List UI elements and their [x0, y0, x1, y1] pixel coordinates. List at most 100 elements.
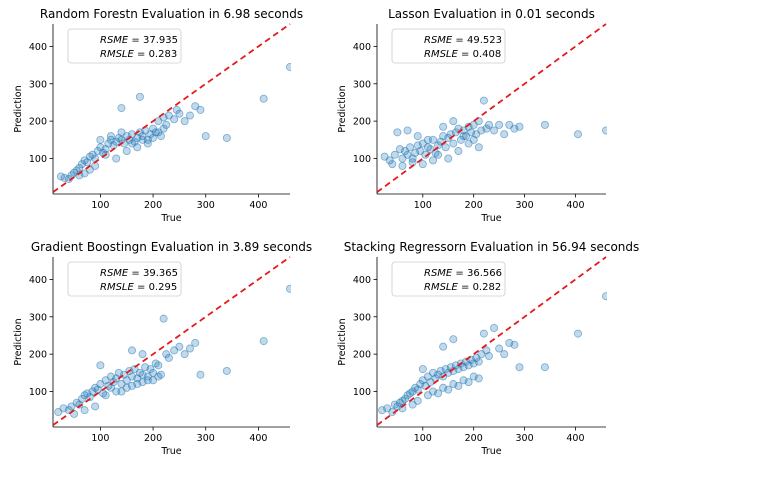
data-point: [390, 150, 399, 159]
data-point: [500, 130, 509, 139]
y-tick-label: 300: [29, 312, 47, 323]
x-tick-label: 300: [197, 433, 215, 444]
data-point: [196, 105, 205, 114]
data-point: [164, 353, 173, 362]
x-axis-label: True: [160, 446, 181, 457]
y-axis-label: Prediction: [13, 85, 24, 132]
data-point: [441, 143, 450, 152]
data-point: [91, 161, 100, 170]
data-point: [138, 350, 147, 359]
data-point: [515, 122, 524, 131]
data-point: [175, 109, 184, 118]
y-tick-label: 400: [353, 275, 371, 286]
data-point: [464, 378, 473, 387]
legend-box: [391, 28, 506, 64]
reference-line: [53, 23, 291, 193]
x-axis-label: True: [480, 213, 501, 224]
legend-box: [67, 261, 182, 297]
data-point: [444, 154, 453, 163]
data-point: [133, 380, 142, 389]
data-point: [154, 361, 163, 370]
reference-line: [377, 256, 607, 426]
subplot-4: Stacking Regressorn Evaluation in 56.94 …: [337, 240, 639, 457]
y-axis-label: Prediction: [337, 318, 348, 365]
data-point: [428, 156, 437, 165]
data-point: [185, 344, 194, 353]
data-point: [170, 115, 179, 124]
data-point: [434, 389, 443, 398]
data-point: [201, 132, 210, 141]
y-tick-label: 400: [29, 275, 47, 286]
data-point: [106, 132, 115, 141]
data-point: [418, 365, 427, 374]
scatter-points: [380, 96, 607, 170]
scatter-points: [54, 284, 291, 418]
data-point: [398, 154, 407, 163]
y-tick-label: 100: [353, 154, 371, 165]
data-point: [423, 391, 432, 400]
x-tick-label: 200: [465, 433, 483, 444]
data-point: [180, 350, 189, 359]
x-tick-label: 400: [566, 433, 584, 444]
data-point: [500, 350, 509, 359]
data-point: [474, 374, 483, 383]
data-point: [602, 292, 607, 301]
data-point: [393, 128, 402, 137]
data-point: [449, 335, 458, 344]
rsme-annotation: RSME = 37.935: [100, 35, 178, 46]
plot-title: Random Forestn Evaluation in 6.98 second…: [40, 7, 303, 21]
y-axis-label: Prediction: [337, 85, 348, 132]
data-point: [454, 147, 463, 156]
x-axis-label: True: [160, 213, 181, 224]
data-point: [515, 363, 524, 372]
rmsle-annotation: RMSLE = 0.283: [100, 49, 177, 60]
y-tick-label: 200: [353, 117, 371, 128]
data-point: [434, 150, 443, 159]
plot-title: Gradient Boostingn Evaluation in 3.89 se…: [31, 240, 312, 254]
data-point: [423, 135, 432, 144]
x-tick-label: 400: [249, 200, 267, 211]
plot-title: Lasson Evaluation in 0.01 seconds: [388, 7, 595, 21]
data-point: [286, 62, 291, 71]
x-tick-label: 300: [516, 433, 534, 444]
data-point: [474, 357, 483, 366]
data-point: [459, 132, 468, 141]
data-point: [96, 361, 105, 370]
data-point: [91, 402, 100, 411]
data-point: [490, 126, 499, 135]
data-point: [479, 96, 488, 105]
rsme-annotation: RSME = 39.365: [100, 268, 178, 279]
x-tick-label: 300: [197, 200, 215, 211]
x-tick-label: 200: [465, 200, 483, 211]
subplot-2: Lasson Evaluation in 0.01 seconds 100 200 3…: [337, 7, 607, 224]
y-tick-label: 300: [29, 79, 47, 90]
data-point: [112, 154, 121, 163]
data-point: [408, 158, 417, 167]
data-point: [540, 363, 549, 372]
y-tick-label: 400: [29, 42, 47, 53]
data-point: [602, 126, 607, 135]
data-point: [135, 92, 144, 101]
x-axis-label: True: [480, 446, 501, 457]
data-point: [101, 391, 110, 400]
data-point: [495, 344, 504, 353]
data-point: [484, 120, 493, 129]
y-tick-label: 200: [353, 350, 371, 361]
data-point: [80, 406, 89, 415]
data-point: [574, 130, 583, 139]
data-point: [154, 128, 163, 137]
data-point: [398, 161, 407, 170]
x-tick-label: 200: [144, 433, 162, 444]
data-point: [143, 139, 152, 148]
data-point: [574, 329, 583, 338]
data-point: [474, 143, 483, 152]
rsme-annotation: RSME = 36.566: [424, 268, 502, 279]
data-point: [418, 160, 427, 169]
data-point: [454, 381, 463, 390]
scatter-points: [56, 62, 291, 184]
legend-box: [391, 261, 506, 297]
y-tick-label: 300: [353, 79, 371, 90]
y-tick-label: 200: [29, 350, 47, 361]
data-point: [154, 372, 163, 381]
